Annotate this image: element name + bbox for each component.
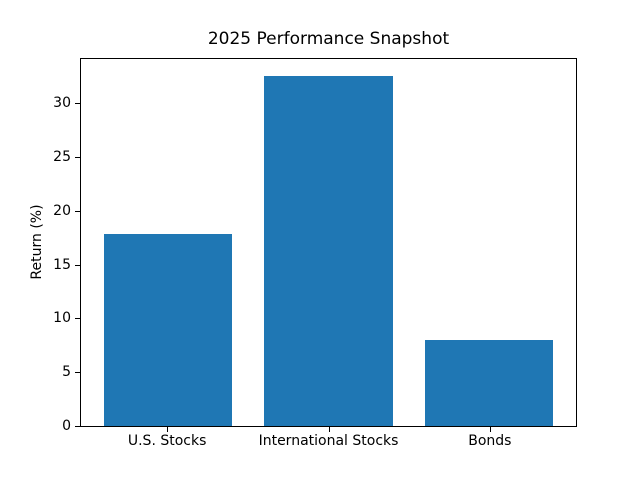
bar-u-s-stocks [103,233,233,426]
y-tick-label: 30 [53,95,71,112]
x-tick-label: Bonds [468,433,512,449]
y-tick-label: 15 [53,256,71,273]
y-tick-label: 5 [62,364,71,381]
y-tick-mark [75,264,80,266]
x-tick-label: International Stocks [258,433,399,449]
y-tick-mark [75,157,80,159]
y-tick-label: 0 [62,418,71,434]
x-tick-mark [167,427,169,432]
y-tick-mark [75,372,80,374]
y-tick-mark [75,103,80,105]
y-tick-mark [75,210,80,212]
x-tick-mark [328,427,330,432]
y-tick-label: 10 [53,310,71,327]
bar-bonds [424,339,554,426]
x-tick-mark [489,427,491,432]
plot-area [80,58,577,427]
y-tick-label: 25 [53,149,71,166]
chart-title: 2025 Performance Snapshot [207,29,450,49]
y-tick-mark [75,426,80,427]
y-tick-mark [75,318,80,320]
bar-international-stocks [264,76,393,426]
y-tick-label: 20 [53,202,71,219]
x-tick-label: U.S. Stocks [127,433,207,449]
